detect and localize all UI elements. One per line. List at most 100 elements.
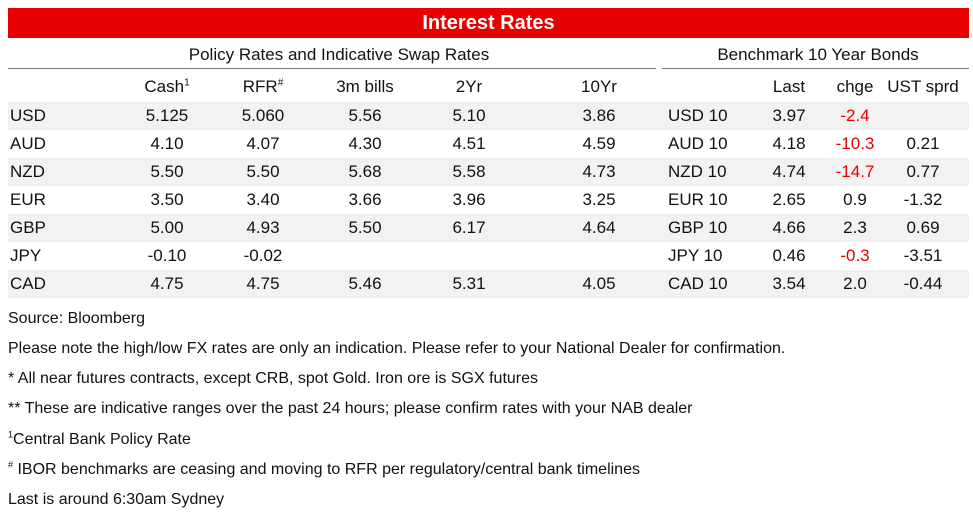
swap-2yr-rate: 3.96: [452, 190, 486, 209]
bonds-section-divider: [662, 68, 969, 69]
swap-10yr-rate: [564, 242, 634, 270]
bond-name: CAD 10: [668, 274, 728, 293]
cash-rate: 5.50: [150, 162, 184, 181]
policy-section-divider: [8, 68, 656, 69]
currency-code: USD: [10, 106, 46, 125]
table-row-aud: AUD 4.10 4.07 4.30 4.51 4.59 AUD 10 4.18…: [0, 130, 973, 158]
ust-spread: -1.32: [903, 190, 943, 209]
table-row-cad: CAD 4.75 4.75 5.46 5.31 4.05 CAD 10 3.54…: [0, 270, 973, 298]
ust-spread: 0.69: [906, 218, 940, 237]
bond-change: -10.3: [835, 134, 875, 153]
bills-3m-rate: 5.56: [348, 106, 382, 125]
rfr-rate: 3.40: [246, 190, 280, 209]
swap-10yr-rate: 4.64: [582, 218, 616, 237]
table-row-jpy: JPY -0.10 -0.02 JPY 10 0.46 -0.3 -3.51: [0, 242, 973, 270]
policy-rate-footnote: 1Central Bank Policy Rate: [8, 427, 191, 453]
bond-name: GBP 10: [668, 218, 728, 237]
col-header-cash: Cash1: [132, 74, 202, 100]
policy-footnote-text: Central Bank Policy Rate: [13, 431, 191, 448]
swap-10yr-rate: 4.73: [582, 162, 616, 181]
bond-change: -0.3: [840, 246, 870, 265]
ust-spread: 0.77: [906, 162, 940, 181]
bills-3m-rate: 5.46: [348, 274, 382, 293]
cash-rate: 4.75: [150, 274, 184, 293]
bond-name: EUR 10: [668, 190, 728, 209]
col-header-last: Last: [772, 77, 806, 96]
cash-rate: -0.10: [147, 246, 187, 265]
swap-2yr-rate: 6.17: [452, 218, 486, 237]
currency-code: EUR: [10, 190, 46, 209]
page-title: Interest Rates: [8, 8, 969, 38]
bond-last: 4.18: [772, 134, 806, 153]
rfr-rate: 5.060: [241, 106, 285, 125]
bond-change: -2.4: [840, 106, 870, 125]
ibor-footnote-mark: #: [8, 459, 14, 470]
currency-code: NZD: [10, 162, 45, 181]
rfr-rate: -0.02: [243, 246, 283, 265]
ust-spread: -3.51: [903, 246, 943, 265]
currency-code: AUD: [10, 134, 46, 153]
bond-change: -14.7: [835, 162, 875, 181]
policy-footnote-mark: 1: [8, 429, 14, 440]
bills-3m-rate: 5.50: [348, 218, 382, 237]
bills-3m-rate: 5.68: [348, 162, 382, 181]
table-row-gbp: GBP 5.00 4.93 5.50 6.17 4.64 GBP 10 4.66…: [0, 214, 973, 242]
ust-spread: -0.44: [903, 274, 943, 293]
ranges-note: ** These are indicative ranges over the …: [8, 400, 693, 417]
rfr-rate: 4.75: [246, 274, 280, 293]
bond-name: AUD 10: [668, 134, 728, 153]
bond-last: 3.97: [772, 106, 806, 125]
swap-10yr-rate: 3.86: [582, 106, 616, 125]
fx-disclaimer-note: Please note the high/low FX rates are on…: [8, 340, 786, 357]
swap-2yr-rate: 5.31: [452, 274, 486, 293]
swap-2yr-rate: 5.58: [452, 162, 486, 181]
bond-last: 3.54: [772, 274, 806, 293]
bond-change: 2.0: [843, 274, 867, 293]
swap-2yr-rate: 4.51: [452, 134, 486, 153]
bond-change: 0.9: [843, 190, 867, 209]
bills-3m-rate: [330, 242, 400, 270]
bond-name: JPY 10: [668, 246, 723, 265]
bond-change: 2.3: [843, 218, 867, 237]
col-header-10yr: 10Yr: [581, 77, 617, 96]
cash-rate: 5.125: [145, 106, 189, 125]
swap-10yr-rate: 4.59: [582, 134, 616, 153]
cash-footnote-mark: 1: [184, 77, 190, 89]
rfr-label: RFR: [242, 77, 278, 96]
bonds-section-title: Benchmark 10 Year Bonds: [717, 45, 919, 64]
bond-last: 2.65: [772, 190, 806, 209]
currency-code: GBP: [10, 218, 46, 237]
bond-last: 0.46: [772, 246, 806, 265]
bond-last: 4.66: [772, 218, 806, 237]
cash-rate: 4.10: [150, 134, 184, 153]
bond-last: 4.74: [772, 162, 806, 181]
table-row-eur: EUR 3.50 3.40 3.66 3.96 3.25 EUR 10 2.65…: [0, 186, 973, 214]
rfr-rate: 4.07: [246, 134, 280, 153]
col-header-chge: chge: [836, 77, 874, 96]
rfr-rate: 5.50: [246, 162, 280, 181]
cash-rate: 3.50: [150, 190, 184, 209]
rfr-rate: 4.93: [246, 218, 280, 237]
policy-rates-section-title: Policy Rates and Indicative Swap Rates: [188, 45, 490, 64]
col-header-3m-bills: 3m bills: [336, 77, 394, 96]
cash-rate: 5.00: [150, 218, 184, 237]
source-note: Source: Bloomberg: [8, 310, 145, 327]
currency-code: CAD: [10, 274, 46, 293]
table-row-usd: USD 5.125 5.060 5.56 5.10 3.86 USD 10 3.…: [0, 102, 973, 130]
ibor-footnote: # IBOR benchmarks are ceasing and moving…: [8, 457, 640, 483]
futures-note: * All near futures contracts, except CRB…: [8, 370, 539, 387]
col-header-ust-sprd: UST sprd: [887, 77, 959, 96]
bond-name: NZD 10: [668, 162, 727, 181]
swap-2yr-rate: 5.10: [452, 106, 486, 125]
swap-10yr-rate: 3.25: [582, 190, 616, 209]
rfr-footnote-mark: #: [277, 77, 284, 89]
cash-label: Cash: [144, 77, 185, 96]
bond-name: USD 10: [668, 106, 728, 125]
timing-note: Last is around 6:30am Sydney: [8, 491, 225, 508]
ust-spread: 0.21: [906, 134, 940, 153]
currency-code: JPY: [10, 246, 42, 265]
bills-3m-rate: 4.30: [348, 134, 382, 153]
bills-3m-rate: 3.66: [348, 190, 382, 209]
swap-2yr-rate: [434, 242, 504, 270]
